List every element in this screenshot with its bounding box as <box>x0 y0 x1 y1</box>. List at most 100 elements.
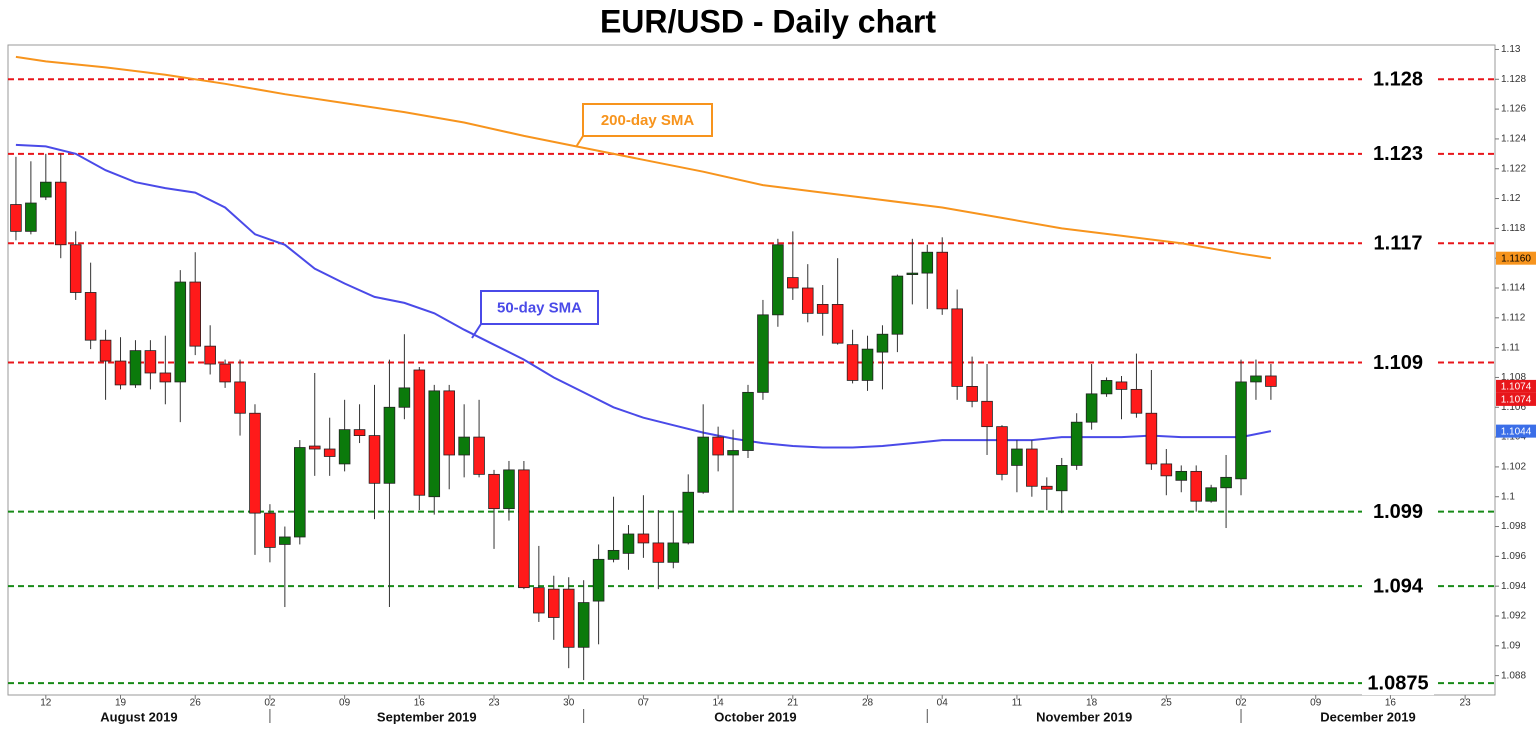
level-label-bg <box>1362 67 1434 92</box>
y-tick-label: 1.108 <box>1501 372 1526 383</box>
candle-body <box>742 391 754 451</box>
x-tick-label: 25 <box>1161 698 1173 709</box>
level-label-bg <box>1362 141 1434 166</box>
candle-body <box>294 447 306 538</box>
y-tick-label: 1.096 <box>1501 551 1526 562</box>
level-label-bg <box>1362 499 1434 524</box>
y-tick-label: 1.088 <box>1501 670 1526 681</box>
candle-body <box>338 429 351 465</box>
x-tick-label: 28 <box>862 698 874 709</box>
price-tag <box>1496 424 1536 438</box>
annotation-pointer <box>471 323 482 339</box>
y-tick-label: 1.13 <box>1501 44 1521 55</box>
candle-body <box>204 345 216 365</box>
candle-body <box>503 469 515 510</box>
candle-body <box>876 333 889 353</box>
candle-body <box>1085 393 1098 423</box>
annotation-box <box>480 290 599 325</box>
candle-body <box>1250 375 1262 383</box>
level-label: 1.109 <box>1373 352 1423 374</box>
candle-body <box>996 426 1008 475</box>
candle-body <box>1190 470 1202 502</box>
candle-body <box>652 542 665 563</box>
candle-body <box>308 445 321 450</box>
price-tag <box>1496 392 1536 406</box>
candle-body <box>129 350 142 386</box>
candle-body <box>981 400 993 428</box>
candle-body <box>40 181 52 198</box>
candle-body <box>174 281 187 383</box>
x-tick-label: 21 <box>787 698 799 709</box>
candle-body <box>1100 380 1113 395</box>
candle-body <box>966 385 978 402</box>
y-tick-label: 1.1 <box>1501 491 1515 502</box>
level-label: 1.099 <box>1373 501 1423 523</box>
candle-body <box>921 251 934 274</box>
x-tick-label: 14 <box>713 698 725 709</box>
y-tick-label: 1.118 <box>1501 223 1526 234</box>
candle-body <box>10 204 22 232</box>
candle-body <box>1235 381 1247 480</box>
candle-body <box>682 491 695 544</box>
candle-body <box>398 387 411 408</box>
candle-body <box>951 308 963 387</box>
x-tick-label: 30 <box>563 698 575 709</box>
candle-body <box>936 251 948 310</box>
candle-body <box>1130 388 1143 414</box>
candle-body <box>249 412 261 514</box>
candle-body <box>1160 463 1173 477</box>
candle-body <box>1220 476 1232 489</box>
price-tag <box>1496 251 1536 265</box>
candle-body <box>1175 470 1188 481</box>
candle-body <box>1041 485 1053 490</box>
candle-body <box>548 588 560 618</box>
candle-body <box>712 436 724 456</box>
y-tick-label: 1.11 <box>1501 342 1520 353</box>
candle-body <box>518 469 530 589</box>
candle-body <box>1205 487 1217 502</box>
candle-body <box>772 244 784 316</box>
candle-body <box>1145 412 1158 465</box>
candle-body <box>727 450 739 456</box>
x-tick-label: 02 <box>1235 698 1247 709</box>
candle-body <box>787 277 799 289</box>
annotation-pointer <box>575 135 584 148</box>
x-tick-label: 02 <box>264 698 276 709</box>
candle-body <box>189 281 201 347</box>
y-tick-label: 1.098 <box>1501 521 1526 532</box>
price-tag-label: 1.1160 <box>1501 253 1531 264</box>
annotation-label: 200-day SMA <box>601 112 695 129</box>
candle-body <box>234 381 246 414</box>
candle-body <box>861 348 874 381</box>
x-tick-label: 26 <box>190 698 202 709</box>
price-tag-label: 1.1074 <box>1501 395 1532 406</box>
candle-body <box>54 181 67 246</box>
candle-body <box>114 360 127 386</box>
month-label: November 2019 <box>1036 709 1132 724</box>
x-tick-label: 16 <box>414 698 426 709</box>
x-tick-label: 16 <box>1385 698 1397 709</box>
candle-body <box>592 558 605 602</box>
plot-frame <box>7 44 1496 696</box>
annotation-box <box>582 103 713 137</box>
level-label: 1.0875 <box>1367 672 1428 694</box>
sma-line <box>15 55 1272 260</box>
month-label: August 2019 <box>100 709 177 724</box>
candle-body <box>144 350 157 374</box>
y-tick-label: 1.12 <box>1501 193 1521 204</box>
candle-body <box>667 542 680 563</box>
annotation-label: 50-day SMA <box>497 299 582 316</box>
candle-body <box>816 304 829 314</box>
month-label: September 2019 <box>377 709 477 724</box>
x-tick-label: 07 <box>638 698 650 709</box>
candle-body <box>562 588 575 648</box>
x-tick-label: 19 <box>115 698 127 709</box>
price-tag-label: 1.1044 <box>1501 426 1532 437</box>
x-tick-label: 09 <box>1310 698 1322 709</box>
candle-body <box>368 435 381 484</box>
level-label: 1.117 <box>1374 233 1423 255</box>
candle-body <box>323 448 336 457</box>
level-label-bg <box>1362 350 1434 375</box>
candle-body <box>428 390 441 498</box>
